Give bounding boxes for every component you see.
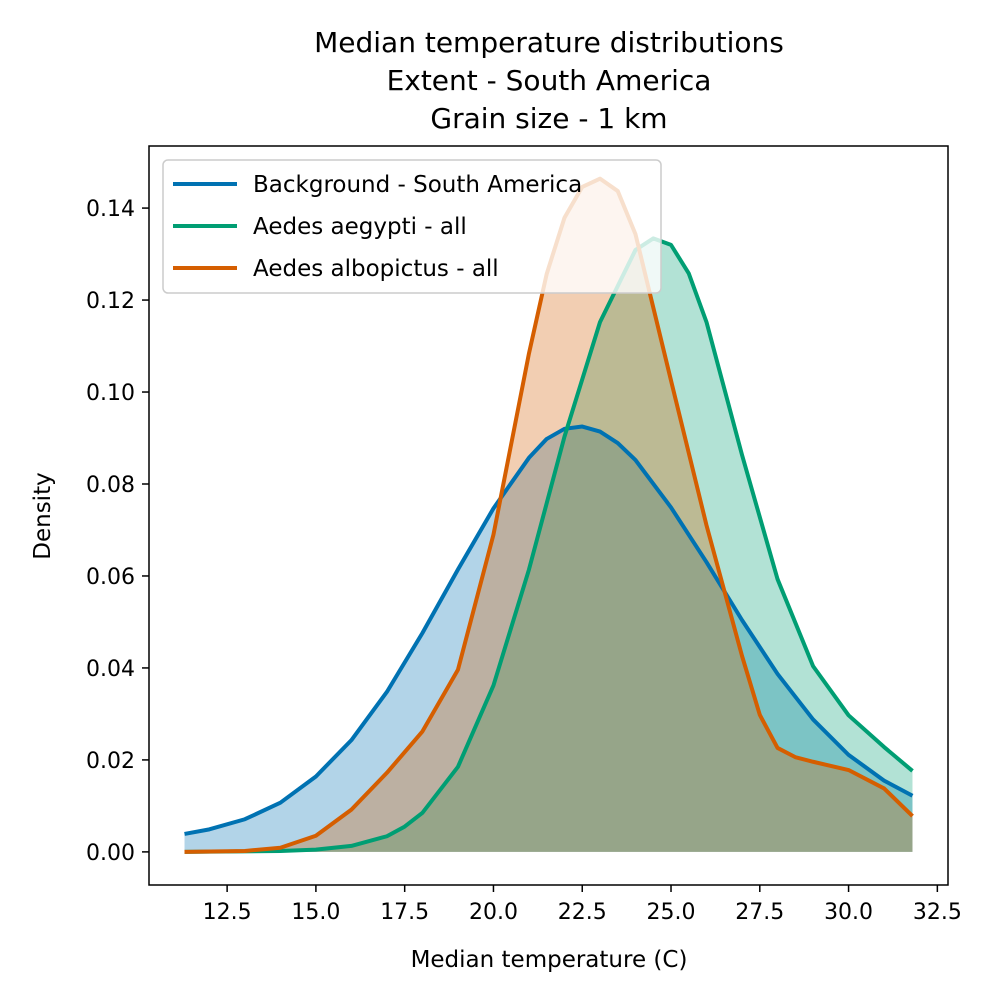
y-tick-label: 0.12 <box>86 289 135 314</box>
x-tick-label: 27.5 <box>735 900 784 925</box>
area-background-south-america <box>184 426 913 852</box>
y-tick-label: 0.00 <box>86 841 135 866</box>
x-tick-label: 17.5 <box>380 900 429 925</box>
y-tick-label: 0.10 <box>86 381 135 406</box>
plot-frame <box>148 145 949 886</box>
legend-label-background-south-america: Background - South America <box>253 172 582 198</box>
y-axis-label: Density <box>30 472 56 559</box>
x-tick-label: 30.0 <box>824 900 873 925</box>
y-tick-label: 0.02 <box>86 749 135 774</box>
title-line-2: Extent - South America <box>387 64 712 97</box>
line-aedes-aegypti-all <box>184 236 914 854</box>
title-line-3: Grain size - 1 km <box>430 102 667 135</box>
area-aedes-albopictus-all <box>184 178 913 852</box>
legend-label-aedes-aegypti-all: Aedes aegypti - all <box>253 214 467 240</box>
x-tick-label: 15.0 <box>291 900 340 925</box>
legend: Background - South America Aedes aegypti … <box>162 159 662 294</box>
x-tick-label: 12.5 <box>203 900 252 925</box>
legend-box <box>162 159 662 294</box>
plot-area <box>184 176 914 854</box>
x-tick-label: 25.0 <box>647 900 696 925</box>
x-tick-label: 20.0 <box>469 900 518 925</box>
x-tick-label: 32.5 <box>913 900 962 925</box>
y-tick-label: 0.14 <box>86 197 135 222</box>
area-aedes-aegypti-all <box>184 238 913 852</box>
y-tick-label: 0.06 <box>86 565 135 590</box>
axes: 12.5 15.0 17.5 20.0 22.5 25.0 27.5 30.0 32.5 0.00… <box>86 145 962 925</box>
x-tick-label: 22.5 <box>558 900 607 925</box>
y-tick-label: 0.08 <box>86 473 135 498</box>
chart-title: Median temperature distributions Extent … <box>314 26 784 135</box>
line-background-south-america <box>184 424 914 836</box>
title-line-1: Median temperature distributions <box>314 26 784 59</box>
legend-label-aedes-albopictus-all: Aedes albopictus - all <box>253 256 499 282</box>
x-axis-label: Median temperature (C) <box>411 947 688 973</box>
y-tick-label: 0.04 <box>86 657 135 682</box>
